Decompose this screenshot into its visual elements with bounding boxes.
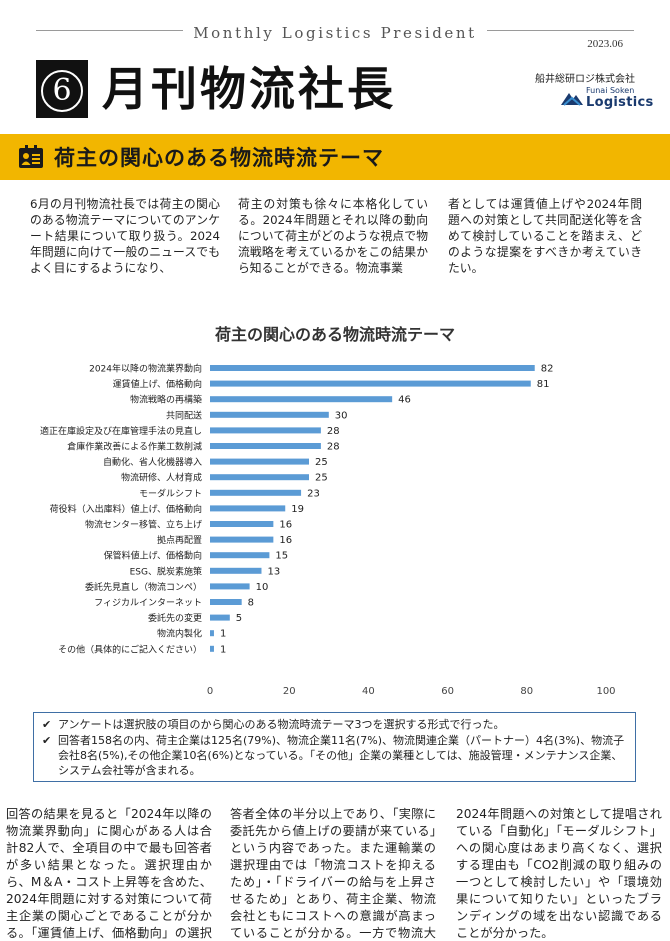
section-banner: 荷主の関心のある物流時流テーマ [0,134,670,180]
category-label: 倉庫作業改善による作業工数削減 [67,441,202,453]
category-label: 共同配送 [166,409,202,421]
value-label: 15 [275,551,288,562]
category-label: 物流研修、人材育成 [121,472,202,484]
value-label: 16 [279,520,292,531]
value-label: 82 [541,364,554,375]
masthead-english-title: Monthly Logistics President [0,24,670,42]
body-column-2: 答者全体の半分以上であり、「実際に委託先から値上げの要請が来ている」という内容で… [230,807,436,940]
bar [210,536,274,543]
bar [210,427,321,434]
section-title: 荷主の関心のある物流時流テーマ [54,146,384,170]
category-label: その他（具体的にご記入ください） [58,643,202,655]
survey-notes-box: ✔ アンケートは選択肢の項目のから関心のある物流時流テーマ3つを選択する形式で行… [33,712,636,782]
value-label: 25 [315,457,328,468]
category-label: 運賃値上げ、価格動向 [113,378,202,390]
bar [210,630,214,637]
value-label: 8 [248,598,254,609]
bar [210,396,393,403]
category-label: 適正在庫設定及び在庫管理手法の見直し [40,425,202,437]
company-logo: Funai Soken Logistics [560,86,653,112]
category-label: ESG、脱炭素施策 [130,565,202,577]
body-column-3: 2024年問題への対策として提唱されている「自動化」「モーダルシフト」への関心度… [456,807,662,940]
document-person-icon [19,145,43,168]
category-label: 物流内製化 [157,628,202,640]
value-label: 10 [256,582,269,593]
publication-title: 月刊物流社長 [102,62,396,116]
value-label: 1 [220,629,226,640]
x-tick-label: 20 [283,686,296,697]
bar [210,411,329,418]
category-label: 委託先見直し（物流コンペ） [85,581,202,593]
bar [210,521,274,527]
x-tick-label: 40 [362,686,375,697]
category-label: 2024年以降の物流業界動向 [89,363,202,375]
value-label: 30 [335,410,348,421]
value-label: 23 [307,488,320,499]
value-label: 28 [327,442,340,453]
checkmark-icon: ✔ [42,718,52,731]
value-label: 81 [537,379,550,390]
intro-column-1: 6月の月刊物流社長では荷主の関心のある物流テーマについてのアンケート結果について… [30,197,220,275]
value-label: 25 [315,473,328,484]
issue-number-badge: 6 [36,60,88,118]
bar [210,474,309,481]
bar [210,489,302,496]
logo-text-line1: Funai Soken [586,86,635,95]
bar [210,552,270,559]
x-tick-label: 60 [441,686,454,697]
issue-date: 2023.06 [587,38,623,50]
logo-mark-icon [561,93,583,106]
bar [210,599,242,605]
x-tick-label: 100 [596,686,615,697]
bar [210,614,230,621]
bar [210,583,250,590]
category-label: モーダルシフト [139,487,202,499]
category-label: 委託先の変更 [148,612,202,624]
value-label: 46 [398,395,411,406]
value-label: 13 [267,566,280,577]
value-label: 19 [291,504,304,515]
intro-column-3: 者としては運賃値上げや2024年問題への対策として共同配送化等を含めて検討してい… [448,197,642,275]
company-name: 船井総研ロジ株式会社 [535,74,635,85]
x-tick-label: 0 [207,686,213,697]
category-label: 保管料値上げ、価格動向 [104,550,202,562]
x-tick-label: 80 [520,686,533,697]
value-label: 28 [327,426,340,437]
survey-note: ✔ 回答者158名の内、荷主企業は125名(79%)、物流企業11名(7%)、物… [42,734,625,777]
category-label: 自動化、省人化機器導入 [103,456,202,468]
bar [210,645,214,652]
bar [210,505,286,512]
category-label: 物流センター移管、立ち上げ [85,519,202,531]
category-label: 拠点再配置 [157,534,202,546]
category-label: 物流戦略の再構築 [130,394,202,406]
value-label: 1 [220,644,226,655]
logo-text-line2: Logistics [586,95,654,110]
intro-column-2: 荷主の対策も徐々に本格化している。2024年問題とそれ以降の動向について荷主がど… [238,197,428,275]
checkmark-icon: ✔ [42,734,52,747]
chart-title: 荷主の関心のある物流時流テーマ [214,325,455,344]
value-label: 16 [279,535,292,546]
body-column-1: 回答の結果を見ると「2024年以降の物流業界動向」に関心がある人は合計82人で、… [6,807,212,940]
category-label: 荷役料（入出庫料）値上げ、価格動向 [50,503,202,515]
bar [210,443,321,449]
value-label: 5 [236,613,242,624]
bar [210,567,262,574]
bar [210,380,531,387]
bar [210,365,535,371]
survey-note: ✔ アンケートは選択肢の項目のから関心のある物流時流テーマ3つを選択する形式で行… [42,718,505,731]
category-label: フィジカルインターネット [94,598,202,609]
bar [210,458,309,465]
